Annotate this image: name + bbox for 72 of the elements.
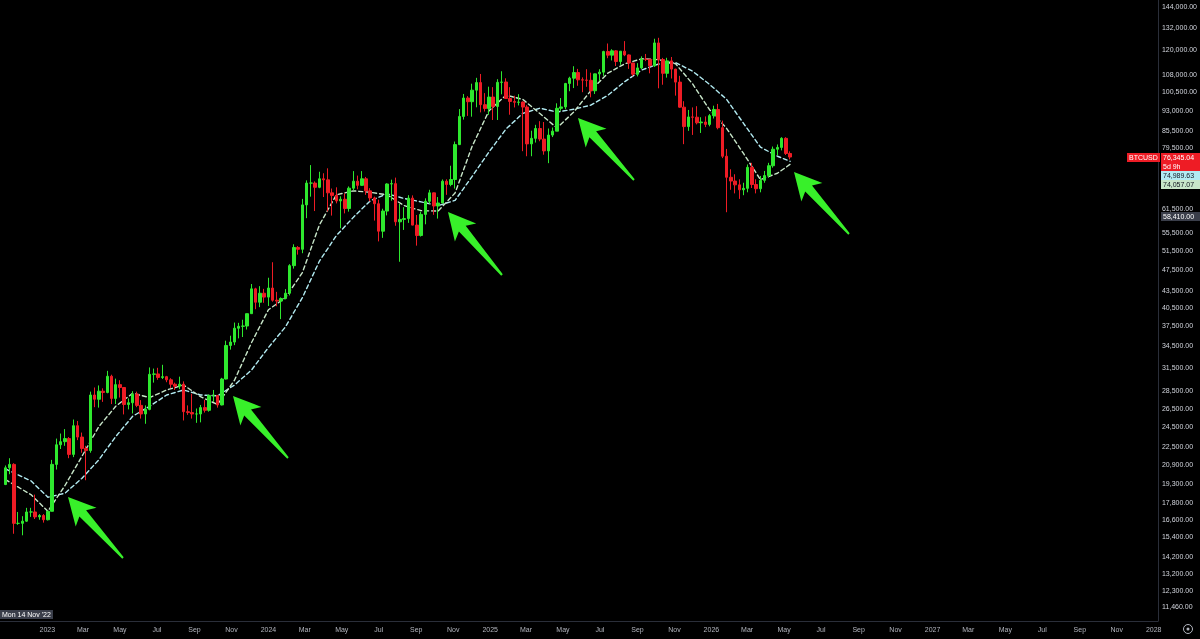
- candlestick: [254, 287, 257, 310]
- candlestick: [33, 494, 37, 520]
- candlestick: [131, 390, 134, 414]
- candlestick: [699, 116, 703, 134]
- candlestick: [547, 128, 550, 164]
- candlestick: [445, 178, 448, 196]
- candlestick: [521, 100, 525, 152]
- candlestick: [432, 191, 436, 216]
- candlestick: [665, 57, 669, 79]
- candlestick: [258, 285, 262, 308]
- candlestick: [267, 277, 270, 307]
- candlestick: [487, 86, 491, 116]
- candlestick: [207, 394, 211, 413]
- candlestick: [178, 376, 181, 390]
- candlestick: [42, 513, 45, 524]
- candlestick: [67, 436, 71, 459]
- candlestick: [343, 192, 347, 214]
- candlestick: [114, 378, 117, 405]
- candlestick: [313, 180, 317, 212]
- candlestick: [63, 428, 67, 447]
- candlestick: [72, 419, 75, 458]
- candlestick: [199, 404, 202, 423]
- candlestick: [233, 322, 236, 346]
- candlestick: [318, 171, 321, 189]
- candlestick: [12, 462, 16, 535]
- candlestick: [169, 377, 173, 389]
- candlestick: [704, 115, 707, 128]
- candlestick: [89, 391, 92, 454]
- candlestick: [394, 177, 397, 227]
- candlestick: [610, 48, 614, 61]
- candlestick: [398, 203, 402, 263]
- candlestick: [262, 288, 266, 304]
- candlestick: [309, 164, 313, 198]
- candlestick: [759, 175, 762, 193]
- candlestick: [746, 163, 749, 193]
- candlestick: [593, 73, 597, 95]
- candlestick: [589, 72, 593, 98]
- candlestick: [750, 162, 754, 189]
- candlestick: [377, 199, 380, 242]
- candlestick: [780, 136, 783, 151]
- candlestick: [602, 50, 605, 77]
- candlestick: [93, 386, 96, 408]
- candlestick: [619, 50, 622, 66]
- candlestick: [97, 384, 101, 409]
- candlestick: [606, 43, 610, 59]
- candlestick: [195, 408, 198, 424]
- candlestick: [190, 393, 194, 420]
- candlestick: [466, 95, 470, 117]
- candlestick: [614, 49, 618, 67]
- candlestick: [491, 86, 495, 121]
- candlestick: [339, 195, 342, 229]
- candlestick: [216, 394, 219, 409]
- candlestick: [326, 167, 330, 212]
- candlestick: [360, 170, 364, 187]
- candlestick: [203, 399, 207, 414]
- candlestick: [38, 513, 41, 521]
- candlestick: [356, 175, 359, 190]
- candlestick: [572, 65, 576, 89]
- candlestick: [648, 58, 652, 74]
- candlestick: [156, 367, 160, 381]
- candlestick: [161, 364, 164, 380]
- candlestick: [653, 38, 656, 68]
- candlestick: [525, 104, 529, 157]
- candlestick: [784, 136, 788, 156]
- candlestick: [101, 387, 105, 403]
- candlestick: [110, 374, 113, 405]
- candlestick: [542, 121, 546, 156]
- candlestick: [173, 382, 177, 391]
- candlestick: [687, 109, 690, 132]
- candlestick: [296, 245, 300, 256]
- candlestick: [517, 93, 520, 106]
- candlestick: [106, 370, 109, 394]
